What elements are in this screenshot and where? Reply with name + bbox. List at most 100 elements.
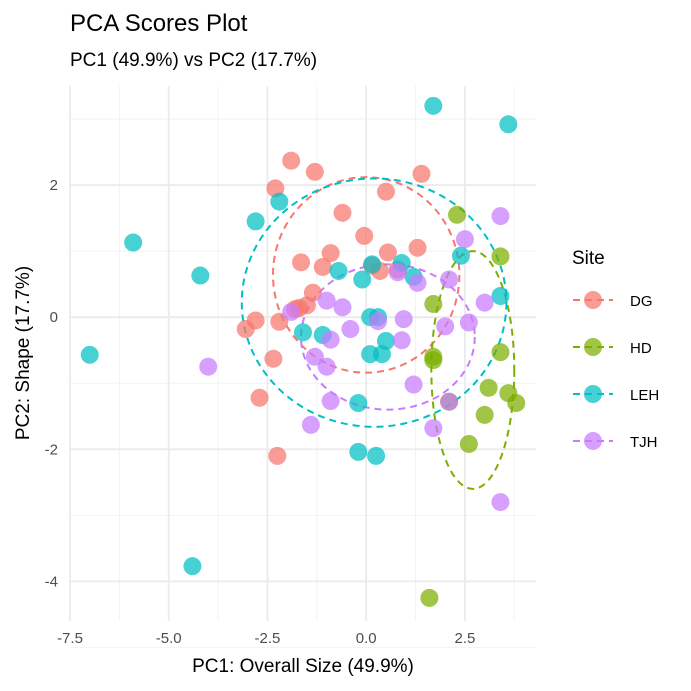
x-tick-label: -5.0 (156, 630, 182, 647)
point-leh (294, 323, 312, 342)
point-hd (475, 405, 494, 424)
chart-title: PCA Scores Plot (70, 10, 248, 37)
point-hd (479, 378, 498, 397)
point-tjh (392, 331, 411, 350)
point-leh (491, 287, 510, 306)
y-tick-label: 2 (50, 177, 58, 194)
point-hd (491, 343, 510, 362)
point-dg (333, 203, 352, 222)
point-leh (372, 345, 391, 364)
axis-ticks: -7.5 -5.0 -2.5 0.0 2.5 -4 -2 0 2 (45, 177, 476, 647)
point-dg (270, 312, 289, 331)
point-hd (420, 588, 439, 607)
x-tick-label: 2.5 (454, 630, 475, 647)
point-tjh (333, 298, 352, 317)
legend-label: HD (630, 340, 652, 357)
point-dg (236, 320, 255, 339)
point-dg (268, 446, 287, 465)
legend-key-leh (573, 385, 613, 403)
x-tick-label: -7.5 (57, 630, 83, 647)
y-tick-label: 0 (50, 309, 58, 326)
point-leh (80, 345, 99, 364)
point-hd (424, 351, 443, 370)
point-tjh (388, 263, 407, 282)
point-dg (412, 164, 431, 183)
point-hd (507, 394, 526, 413)
point-tjh (408, 273, 427, 292)
legend-title: Site (572, 248, 605, 269)
point-dg (250, 388, 269, 407)
point-tjh (341, 320, 360, 339)
point-leh (363, 255, 382, 274)
point-leh (270, 192, 289, 211)
data-points (80, 96, 526, 607)
point-tjh (424, 419, 443, 438)
point-tjh (475, 293, 494, 312)
x-tick-label: -2.5 (255, 630, 281, 647)
point-dg (321, 244, 340, 263)
point-dg (264, 349, 283, 368)
point-tjh (491, 207, 510, 226)
point-hd (459, 434, 478, 453)
point-leh (349, 394, 368, 413)
point-tjh (317, 357, 336, 376)
point-leh (367, 446, 386, 465)
point-leh (451, 246, 470, 265)
point-tjh (491, 493, 510, 512)
point-leh (424, 96, 443, 115)
point-dg (292, 253, 311, 272)
point-tjh (455, 230, 474, 249)
point-tjh (436, 317, 455, 336)
point-dg (378, 243, 397, 262)
point-hd (424, 294, 443, 313)
point-leh (329, 261, 348, 280)
point-tjh (459, 313, 478, 332)
point-hd (448, 205, 467, 224)
point-dg (376, 182, 395, 201)
point-tjh (317, 291, 336, 310)
ellipse-tjh (300, 263, 476, 411)
legend-label: LEH (630, 387, 659, 404)
point-tjh (305, 347, 324, 366)
y-tick-label: -4 (45, 573, 58, 590)
point-tjh (282, 302, 301, 321)
x-axis-title: PC1: Overall Size (49.9%) (192, 656, 414, 677)
ellipse-dg (271, 176, 461, 374)
point-dg (313, 257, 332, 276)
point-dg (305, 162, 324, 181)
point-leh (191, 266, 210, 285)
ellipse-hd (430, 250, 516, 490)
point-dg (408, 238, 427, 257)
grid (69, 86, 536, 648)
point-dg (282, 151, 301, 170)
point-tjh (321, 330, 340, 349)
ellipse-leh (240, 177, 508, 428)
point-dg (355, 226, 374, 245)
legend-label: TJH (630, 434, 658, 451)
point-leh (349, 442, 368, 461)
y-axis-title: PC2: Shape (17.7%) (13, 266, 34, 440)
point-tjh (440, 392, 459, 411)
legend: Site DG HD LEH TJH (572, 248, 659, 451)
point-tjh (394, 310, 413, 329)
legend-key-dg (573, 291, 613, 309)
point-tjh (440, 270, 459, 289)
legend-label: DG (630, 293, 653, 310)
legend-key-tjh (573, 432, 613, 450)
legend-key-hd (573, 338, 613, 356)
point-leh (246, 212, 265, 231)
point-tjh (404, 375, 423, 394)
point-hd (491, 247, 510, 266)
y-tick-label: -2 (45, 441, 58, 458)
chart-subtitle: PC1 (49.9%) vs PC2 (17.7%) (70, 50, 317, 71)
point-leh (353, 270, 372, 289)
point-tjh (369, 312, 388, 331)
point-leh (124, 233, 143, 252)
point-leh (499, 115, 518, 134)
point-tjh (301, 415, 320, 434)
point-tjh (321, 392, 340, 411)
point-leh (183, 557, 202, 576)
point-tjh (199, 357, 218, 376)
x-tick-label: 0.0 (356, 630, 377, 647)
